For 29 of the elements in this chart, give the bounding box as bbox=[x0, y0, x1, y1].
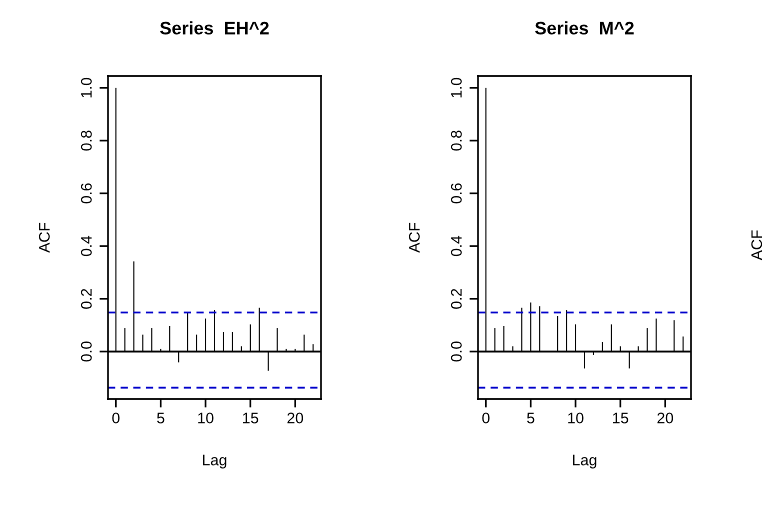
y-tick-label: 0.4 bbox=[80, 236, 92, 256]
y-tick-label: 0.0 bbox=[450, 342, 462, 362]
y-tick-label: 1.0 bbox=[80, 78, 92, 98]
x-tick-label: 10 bbox=[568, 412, 584, 424]
x-tick-label: 15 bbox=[613, 412, 628, 424]
x-axis-title: Lag bbox=[203, 454, 226, 468]
y-tick-label: 0.4 bbox=[450, 236, 462, 256]
x-tick-label: 20 bbox=[657, 412, 674, 424]
y-tick-label: 0.6 bbox=[450, 183, 462, 204]
x-tick-label: 0 bbox=[482, 412, 490, 424]
y-tick-label: 0.0 bbox=[80, 342, 92, 362]
x-axis-title: Lag bbox=[573, 454, 596, 468]
chart-title: Series EH^2 bbox=[160, 21, 269, 35]
y-tick-label: 1.0 bbox=[450, 78, 462, 98]
x-tick-label: 5 bbox=[157, 412, 164, 424]
x-tick-label: 0 bbox=[112, 412, 120, 424]
text: ACF bbox=[751, 230, 762, 260]
y-tick-label: 0.6 bbox=[80, 183, 92, 204]
x-tick-label: 15 bbox=[243, 412, 258, 424]
x-tick-label: 20 bbox=[287, 412, 304, 424]
chart-title: Series M^2 bbox=[535, 21, 634, 35]
y-tick-label: 0.8 bbox=[450, 130, 462, 151]
y-axis-title: ACF bbox=[408, 222, 420, 253]
x-tick-label: 10 bbox=[198, 412, 214, 424]
y-tick-label: 0.2 bbox=[80, 288, 92, 309]
y-tick-label: 0.8 bbox=[80, 130, 92, 151]
y-tick-label: 0.2 bbox=[450, 288, 462, 309]
x-tick-label: 5 bbox=[527, 412, 534, 424]
y-axis-title: ACF bbox=[38, 222, 50, 253]
